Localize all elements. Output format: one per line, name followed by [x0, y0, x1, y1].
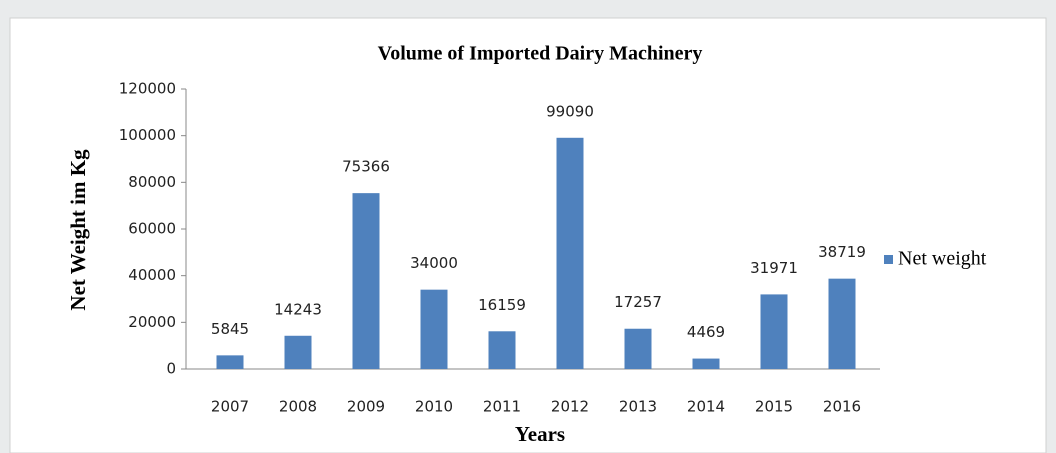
y-tick-label: 100000 [119, 126, 176, 144]
y-axis-label: Net Weight im Kg [66, 149, 90, 311]
x-tick-label: 2011 [483, 398, 521, 416]
data-label: 14243 [274, 300, 322, 318]
y-tick-label: 120000 [119, 80, 176, 98]
data-label: 38719 [818, 243, 866, 261]
x-tick-label: 2010 [415, 398, 453, 416]
bar [760, 294, 788, 369]
y-tick-label: 0 [166, 360, 176, 378]
x-axis-label: Years [515, 422, 565, 446]
chart-panel [9, 17, 1047, 453]
bar [828, 278, 856, 369]
bar [284, 335, 312, 369]
bar [420, 289, 448, 369]
data-label: 31971 [750, 259, 798, 277]
x-tick-label: 2013 [619, 398, 657, 416]
x-tick-label: 2008 [279, 398, 317, 416]
y-tick-label: 80000 [128, 173, 176, 191]
x-tick-label: 2015 [755, 398, 793, 416]
data-label: 16159 [478, 296, 526, 314]
data-label: 5845 [211, 320, 249, 338]
data-label: 75366 [342, 158, 390, 176]
x-tick-label: 2014 [687, 398, 725, 416]
bar [624, 328, 652, 369]
bar [352, 193, 380, 369]
x-tick-label: 2012 [551, 398, 589, 416]
data-label: 34000 [410, 254, 458, 272]
data-label: 4469 [687, 323, 725, 341]
bar [216, 355, 244, 369]
y-tick-label: 40000 [128, 266, 176, 284]
data-label: 99090 [546, 102, 594, 120]
legend-label: Net weight [898, 248, 987, 270]
y-tick-label: 20000 [128, 313, 176, 331]
x-tick-label: 2016 [823, 398, 861, 416]
bar [556, 137, 584, 369]
data-label: 17257 [614, 293, 662, 311]
chart-title: Volume of Imported Dairy Machinery [378, 43, 703, 65]
bar [692, 358, 720, 369]
y-tick-label: 60000 [128, 220, 176, 238]
legend-swatch [884, 255, 893, 264]
bar [488, 331, 516, 369]
x-tick-label: 2007 [211, 398, 249, 416]
x-tick-label: 2009 [347, 398, 385, 416]
